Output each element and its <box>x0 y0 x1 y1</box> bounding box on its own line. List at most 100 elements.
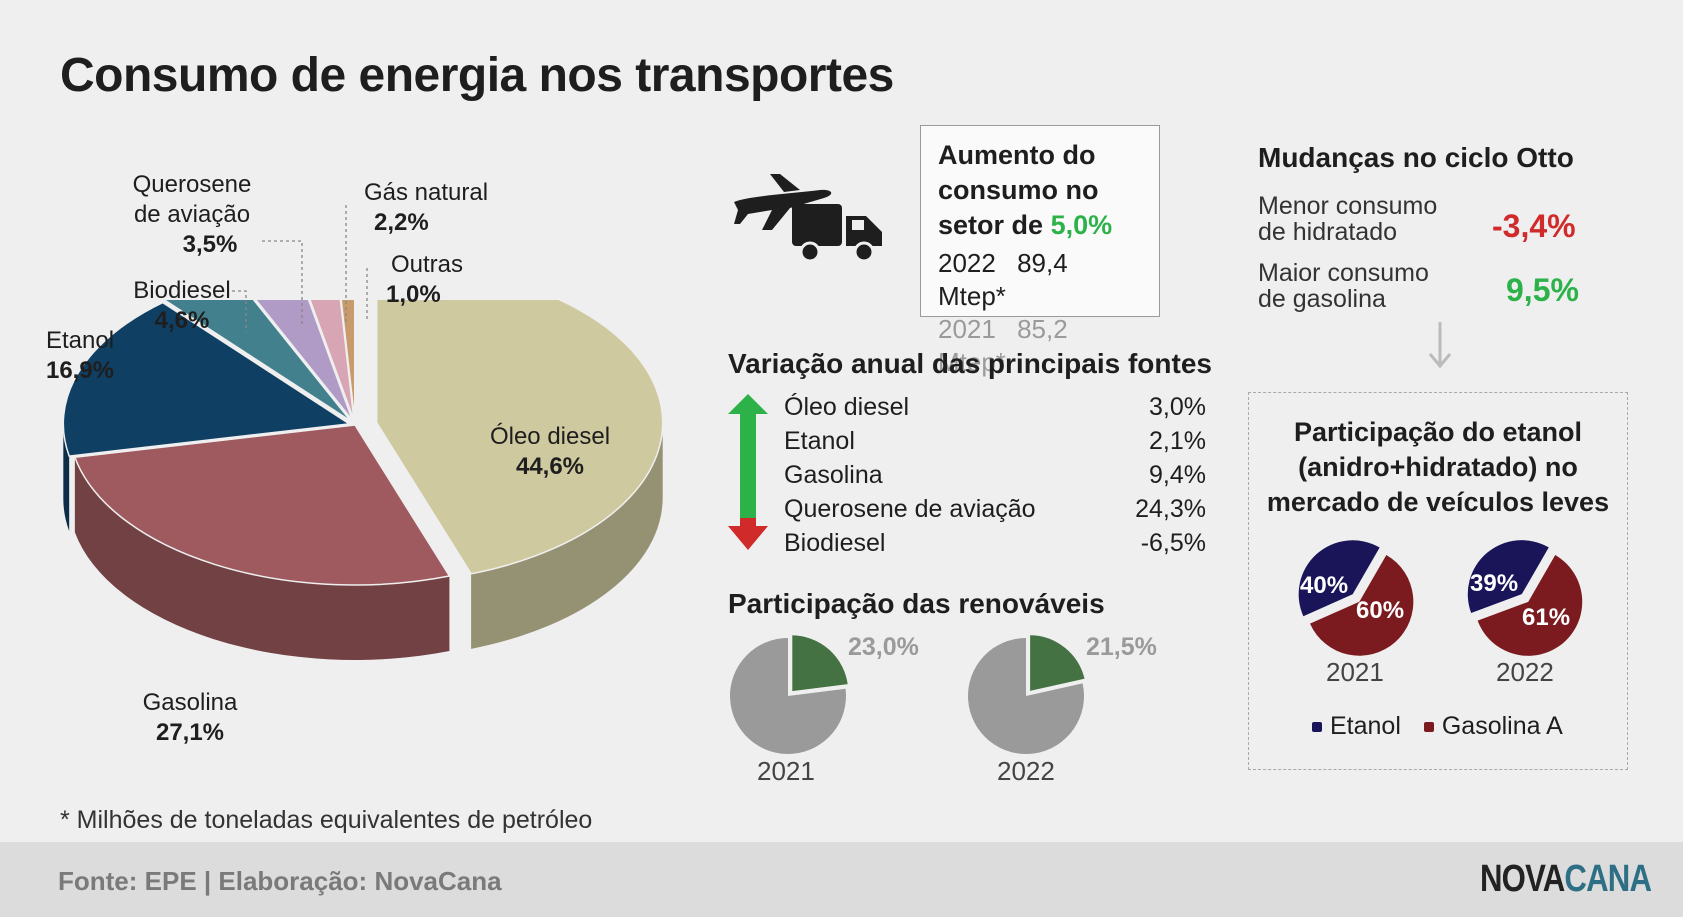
legend-swatch-etanol <box>1312 722 1322 733</box>
ren-pie-0-slice-main <box>790 633 850 694</box>
variation-label: Gasolina <box>784 461 883 489</box>
variation-value: 9,4% <box>1149 461 1206 489</box>
logo-cana: CANA <box>1564 858 1652 900</box>
variation-value: 3,0% <box>1149 393 1206 421</box>
label-etanol-pct: 16,9% <box>45 357 115 384</box>
ethanol-year-2022: 2022 <box>1496 657 1554 687</box>
otto-row-line2: de gasolina <box>1258 285 1386 313</box>
label-etanol-name: Etanol <box>45 327 115 354</box>
ethanol-pct-2021-etanol: 40% <box>1300 572 1349 599</box>
eth-pie-0-slice-etanol <box>1298 540 1380 617</box>
ethanol-pie-2021 <box>1298 540 1414 656</box>
otto-row-value: -3,4% <box>1492 208 1576 244</box>
main-pie-chart <box>62 300 664 660</box>
pie-slice-1 <box>73 424 451 586</box>
footer-bar <box>0 842 1683 917</box>
pie-slice-0 <box>375 300 664 575</box>
variation-label: Etanol <box>784 427 855 455</box>
pie-side-1 <box>74 457 450 660</box>
value-2022: 89,4 Mtep* <box>938 248 1068 311</box>
green-up-arrow-icon <box>728 394 768 520</box>
label-gasolina-pct: 27,1% <box>155 719 225 746</box>
consumption-row-2021: 2021 85,2 Mtep* <box>938 313 1142 379</box>
label-diesel-name: Óleo diesel <box>489 423 611 450</box>
label-biodiesel-name: Biodiesel <box>133 277 231 304</box>
novacana-logo: NOVACANA <box>1480 858 1652 901</box>
ethanol-pie-2022 <box>1467 540 1583 656</box>
footnote: * Milhões de toneladas equivalentes de p… <box>60 806 593 834</box>
label-biodiesel-pct: 4,6% <box>154 307 210 334</box>
label-gasolina: Gasolina 27,1% <box>120 688 260 748</box>
legend-swatch-gasolina <box>1423 722 1434 733</box>
airplane-icon <box>734 174 832 230</box>
variation-row: Querosene de aviação 24,3% <box>784 492 1206 526</box>
variation-label: Óleo diesel <box>784 393 910 421</box>
red-down-arrow-icon <box>728 518 768 550</box>
label-diesel: Óleo diesel 44,6% <box>470 422 630 482</box>
ethanol-legend: Etanol Gasolina A <box>1312 712 1563 741</box>
otto-row-gasolina: Maior consumo de gasolina 9,5% <box>1258 259 1579 313</box>
pie-side-2 <box>63 423 70 532</box>
label-outras: Outras 1,0% <box>386 250 463 310</box>
variation-value: 24,3% <box>1135 495 1206 523</box>
ren-pie-1-slice-rest <box>968 638 1084 754</box>
increase-line1: Aumento do <box>938 140 1096 170</box>
ethanol-box-line1: Participação do etanol <box>1293 417 1583 447</box>
renewables-pct-2022: 21,5% <box>1086 633 1157 661</box>
ethanol-share-box: Participação do etanol (anidro+hidratado… <box>1248 392 1628 770</box>
otto-row-line1: Maior consumo <box>1258 259 1429 287</box>
truck-icon <box>792 204 882 263</box>
ethanol-box-line2: (anidro+hidratado) no <box>1298 452 1578 482</box>
label-etanol: Etanol 16,9% <box>30 326 130 386</box>
ethanol-pct-2022-gasolina: 61% <box>1522 604 1571 631</box>
label-gas-natural: Gás natural 2,2% <box>364 178 488 238</box>
renewables-year-2021: 2021 <box>757 756 815 786</box>
label-querosene-pct: 3,5% <box>182 231 238 258</box>
label-gas-name: Gás natural <box>364 179 489 206</box>
ethanol-year-2021: 2021 <box>1326 657 1384 687</box>
label-querosene-name2: de aviação <box>133 201 251 228</box>
pie-slice-6 <box>340 300 356 421</box>
variation-list: Óleo diesel 3,0% Etanol 2,1% Gasolina 9,… <box>784 390 1206 560</box>
consumption-increase-box: Aumento do consumo no setor de 5,0% 2022… <box>920 125 1160 377</box>
pie-slice-2 <box>62 301 352 457</box>
pie-slice-5 <box>309 300 355 421</box>
pie-slice-3 <box>163 300 352 422</box>
renewables-pct-2021: 23,0% <box>848 633 919 661</box>
pie-slice-4 <box>255 300 354 421</box>
footer-source: Fonte: EPE | Elaboração: NovaCana <box>58 866 502 896</box>
variation-arrows <box>728 394 768 550</box>
renewables-pie-2022 <box>968 633 1087 754</box>
label-gas-pct: 2,2% <box>374 209 429 236</box>
label-querosene: Querosene de aviação 3,5% <box>112 170 272 260</box>
ethanol-box-line3: mercado de veículos leves <box>1266 487 1610 517</box>
increase-line3: setor de 5,0% <box>938 208 1142 243</box>
otto-row-line1: Menor consumo <box>1258 192 1438 220</box>
label-querosene-name1: Querosene <box>132 171 252 198</box>
increase-pct: 5,0% <box>1050 210 1113 240</box>
label-gasolina-name: Gasolina <box>142 689 238 716</box>
label-biodiesel: Biodiesel 4,6% <box>112 276 252 336</box>
variation-row: Etanol 2,1% <box>784 424 1206 458</box>
otto-row-hidratado: Menor consumo de hidratado -3,4% <box>1258 193 1578 245</box>
page-title: Consumo de energia nos transportes <box>60 49 894 102</box>
variation-value: 2,1% <box>1149 427 1206 455</box>
variation-title: Variação anual das principais fontes <box>728 348 1212 379</box>
year-2021: 2021 <box>938 314 996 344</box>
renewables-title: Participação das renováveis <box>728 588 1105 619</box>
eth-pie-1-slice-gasolina <box>1477 555 1583 656</box>
arrow-down-icon <box>1428 322 1452 369</box>
legend-label-etanol: Etanol <box>1330 712 1401 740</box>
ethanol-pct-2022-etanol: 39% <box>1470 570 1519 597</box>
eth-pie-1-slice-etanol <box>1467 540 1549 614</box>
renewables-year-2022: 2022 <box>997 756 1055 786</box>
value-2021: 85,2 Mtep* <box>938 314 1068 377</box>
ethanol-pct-2021-gasolina: 60% <box>1356 597 1405 624</box>
variation-row: Gasolina 9,4% <box>784 458 1206 492</box>
renewables-pie-2021 <box>730 633 850 754</box>
label-outras-name: Outras <box>391 251 464 278</box>
otto-title: Mudanças no ciclo Otto <box>1258 142 1574 173</box>
otto-row-value: 9,5% <box>1506 272 1579 308</box>
legend-label-gasolina: Gasolina A <box>1441 712 1563 740</box>
consumption-row-2022: 2022 89,4 Mtep* <box>938 247 1142 313</box>
